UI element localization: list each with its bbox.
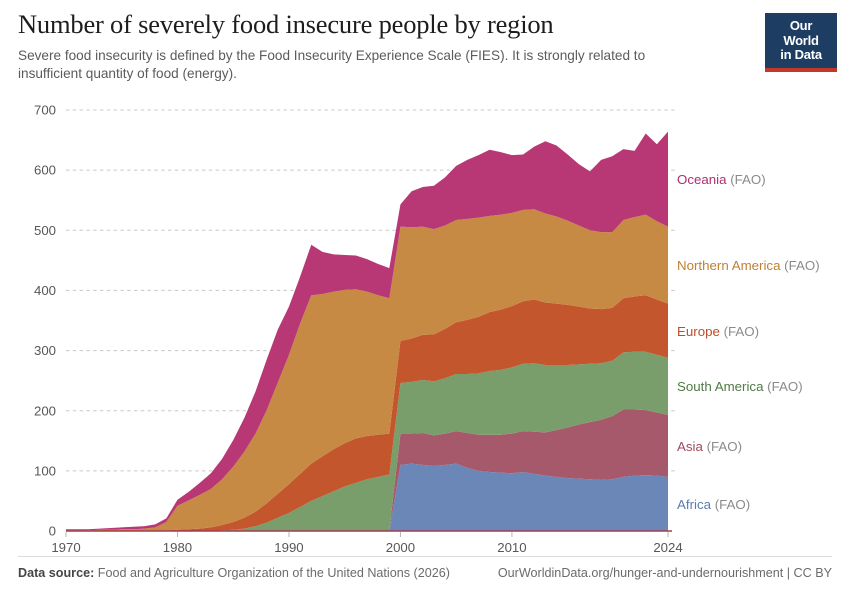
legend-label-name: Northern America: [677, 258, 781, 274]
logo-line-1: Our World: [783, 18, 819, 48]
area-series-oceania[interactable]: [66, 131, 668, 531]
footer-attribution[interactable]: OurWorldinData.org/hunger-and-undernouri…: [497, 566, 832, 580]
legend-label-name: Africa: [677, 496, 711, 512]
legend-item-south-america[interactable]: South America (FAO): [677, 380, 803, 393]
legend-label-name: Europe: [677, 323, 720, 339]
legend-label-source: (FAO): [726, 172, 766, 188]
y-axis-tick-labels: 0 100 200 300 400 500 600 700: [34, 103, 56, 539]
legend-item-northern-america[interactable]: Northern America (FAO): [677, 259, 820, 272]
legend-label-source: (FAO): [763, 379, 803, 395]
legend-item-africa[interactable]: Africa (FAO): [677, 498, 750, 511]
y-axis-tick-label: 700: [34, 103, 56, 118]
y-axis-tick-label: 500: [34, 223, 56, 238]
legend-label-source: (FAO): [702, 438, 743, 454]
x-axis-tick-label: 1980: [163, 540, 192, 555]
chart-footer: Data source: Food and Agriculture Organi…: [18, 566, 832, 580]
legend-label-source: (FAO): [711, 496, 751, 512]
footer-source-text: Food and Agriculture Organization of the…: [97, 566, 450, 580]
page-title: Number of severely food insecure people …: [18, 9, 554, 39]
y-axis-tick-label: 0: [49, 524, 56, 539]
x-axis-tick-label: 2010: [497, 540, 526, 555]
legend-label-source: (FAO): [719, 323, 760, 339]
footer-divider: [18, 556, 832, 557]
legend-label-name: Asia: [677, 438, 703, 454]
x-axis-tick-label: 2000: [386, 540, 415, 555]
y-axis-tick-label: 200: [34, 403, 56, 418]
y-axis-tick-label: 300: [34, 343, 56, 358]
legend-item-europe[interactable]: Europe (FAO): [677, 325, 759, 338]
legend-label-name: Oceania: [677, 172, 727, 188]
x-axis-tick-label: 1970: [51, 540, 80, 555]
area-series-asia[interactable]: [66, 409, 668, 531]
area-series-africa[interactable]: [66, 463, 668, 531]
legend-item-asia[interactable]: Asia (FAO): [677, 440, 742, 453]
x-axis-tick-label: 2024: [653, 540, 682, 555]
area-series-group: [66, 131, 668, 531]
x-axis-tick-label: 1990: [274, 540, 303, 555]
y-axis-tick-label: 600: [34, 163, 56, 178]
area-series-south-america[interactable]: [66, 351, 668, 531]
area-series-europe[interactable]: [66, 295, 668, 531]
y-axis-tick-label: 100: [34, 463, 56, 478]
legend-label-name: South America: [677, 379, 764, 395]
chart-subtitle: Severe food insecurity is defined by the…: [18, 47, 646, 82]
y-axis-tick-label: 400: [34, 283, 56, 298]
area-series-northern-america[interactable]: [66, 209, 668, 531]
footer-data-source: Data source: Food and Agriculture Organi…: [18, 566, 450, 580]
gridlines-group: [66, 109, 678, 472]
legend-item-oceania[interactable]: Oceania (FAO): [677, 173, 766, 186]
our-world-in-data-logo[interactable]: Our World in Data: [765, 13, 837, 72]
footer-source-label: Data source:: [18, 566, 95, 580]
legend-label-source: (FAO): [780, 258, 820, 274]
logo-line-2: in Data: [780, 47, 822, 63]
x-axis-tick-labels: 1970 1980 1990 2000 2010 2024: [51, 532, 683, 555]
chart-header: Number of severely food insecure people …: [18, 9, 748, 84]
